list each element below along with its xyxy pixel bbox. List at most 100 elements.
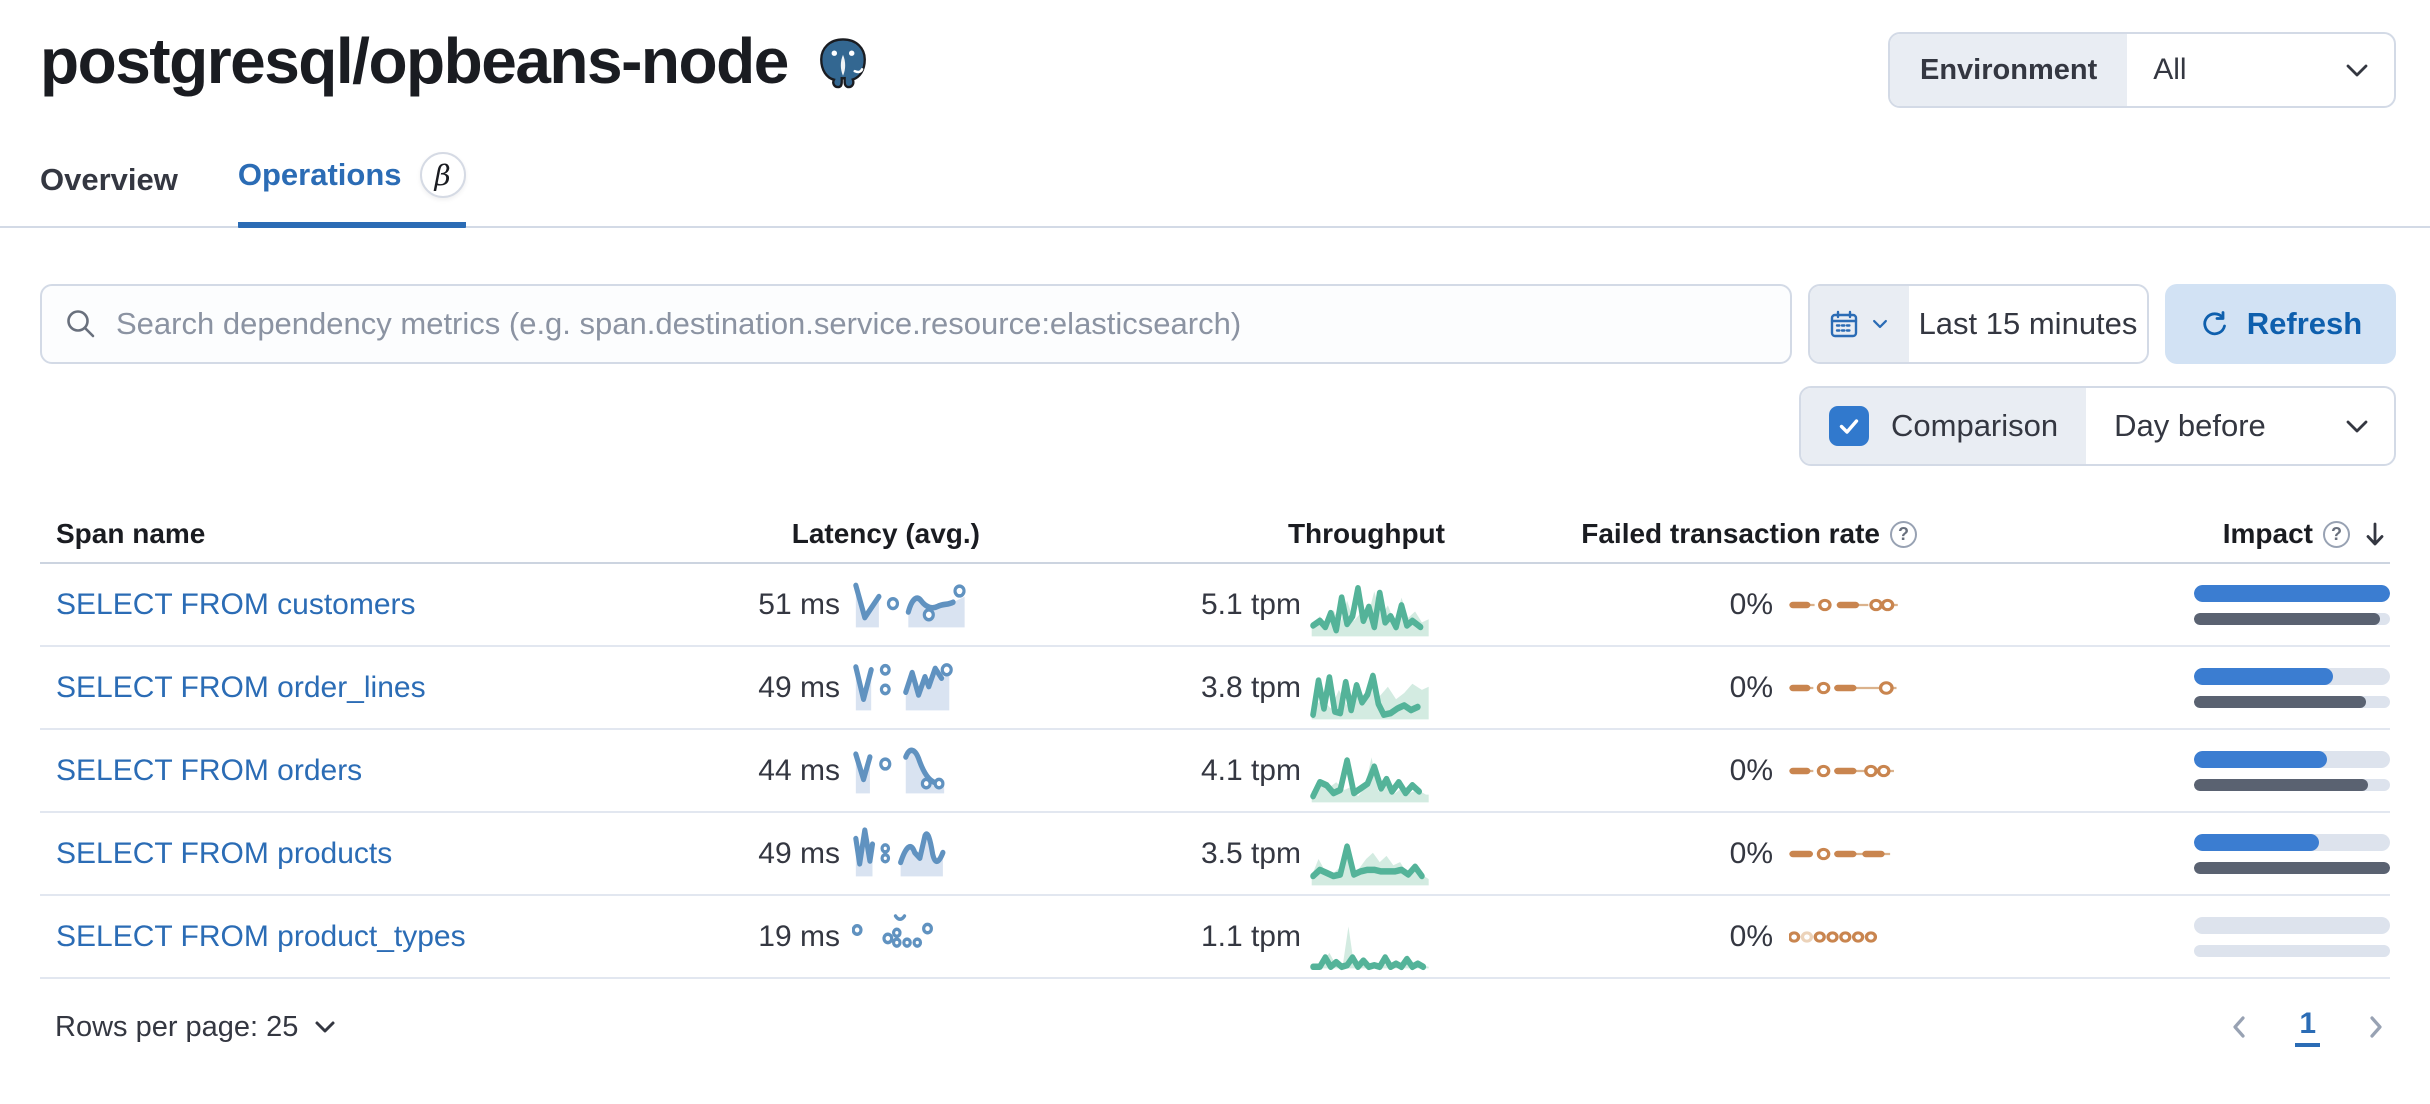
table-row: SELECT FROM order_lines 49 ms 3.8 tpm 0% — [40, 647, 2390, 730]
comparison-control: Comparison Day before — [1799, 386, 2396, 466]
impact-bars — [2194, 667, 2390, 708]
impact-previous-bar — [2194, 612, 2381, 625]
failed-rate-sparkline — [1789, 930, 1878, 943]
span-name-link[interactable]: SELECT FROM order_lines — [56, 670, 426, 704]
failed-rate-value: 0% — [1729, 670, 1773, 704]
throughput-sparkline — [1310, 756, 1429, 802]
time-range-button[interactable]: Last 15 minutes — [1918, 306, 2138, 341]
chevron-down-icon — [2346, 420, 2368, 433]
latency-sparkline — [853, 826, 946, 876]
page-header: postgresql/opbeans-node Environment All — [0, 0, 2430, 108]
page-number-1[interactable]: 1 — [2295, 1007, 2320, 1047]
tabs-bar: Overview Operations β — [0, 152, 2430, 228]
throughput-sparkline — [1310, 842, 1429, 885]
impact-bars — [2194, 750, 2390, 791]
impact-current-bar — [2194, 667, 2334, 685]
comparison-select-value: Day before — [2114, 408, 2266, 443]
pagination: 1 — [2225, 1007, 2390, 1047]
impact-current-bar — [2194, 833, 2320, 851]
failed-rate-value: 0% — [1729, 836, 1773, 870]
failed-rate-sparkline — [1789, 847, 1891, 860]
latency-sparkline — [853, 582, 966, 627]
previous-page-icon[interactable] — [2225, 1012, 2255, 1042]
column-header-latency[interactable]: Latency (avg.) — [791, 518, 980, 549]
impact-bars — [2194, 584, 2390, 625]
impact-current-bar — [2194, 584, 2390, 602]
refresh-icon — [2203, 311, 2226, 336]
throughput-value: 4.1 tpm — [1200, 753, 1301, 787]
comparison-checkbox[interactable] — [1829, 406, 1869, 446]
environment-select[interactable]: Environment All — [1888, 32, 2396, 108]
calendar-icon — [1830, 310, 1858, 338]
checkmark-icon — [1839, 419, 1859, 434]
column-header-impact[interactable]: Impact — [1925, 518, 2390, 550]
postgresql-logo-icon — [819, 38, 866, 89]
toolbar: Last 15 minutes Refresh — [0, 284, 2430, 364]
column-header-throughput[interactable]: Throughput — [1287, 518, 1445, 549]
rows-per-page-label: Rows per page: 25 — [55, 1010, 299, 1043]
environment-select-value: All — [2153, 53, 2187, 86]
chevron-down-icon — [2346, 64, 2368, 77]
table-header-row: Span name Latency (avg.) Throughput Fail… — [40, 506, 2390, 564]
next-page-icon[interactable] — [2360, 1012, 2390, 1042]
column-header-span-name: Span name — [56, 518, 206, 549]
chevron-down-icon — [315, 1021, 335, 1033]
date-quick-select-button[interactable] — [1810, 286, 1909, 362]
tab-operations[interactable]: Operations β — [237, 152, 466, 228]
table-footer: Rows per page: 25 1 — [0, 1007, 2430, 1047]
throughput-sparkline — [1310, 926, 1429, 970]
help-icon[interactable] — [1890, 520, 1917, 548]
throughput-sparkline — [1310, 672, 1429, 719]
comparison-label: Comparison — [1891, 408, 2059, 443]
latency-value: 49 ms — [758, 836, 840, 870]
latency-value: 44 ms — [758, 753, 840, 787]
comparison-select[interactable]: Day before — [2086, 388, 2394, 464]
operations-table: Span name Latency (avg.) Throughput Fail… — [40, 506, 2390, 979]
refresh-label: Refresh — [2246, 306, 2363, 341]
span-name-link[interactable]: SELECT FROM product_types — [56, 919, 466, 953]
span-name-link[interactable]: SELECT FROM customers — [56, 587, 416, 621]
search-input[interactable] — [116, 306, 1768, 342]
column-header-failed-rate[interactable]: Failed transaction rate — [1445, 518, 1925, 550]
span-name-link[interactable]: SELECT FROM products — [56, 836, 393, 870]
comparison-row: Comparison Day before — [0, 386, 2430, 466]
search-icon — [67, 310, 95, 338]
failed-rate-sparkline — [1789, 764, 1894, 777]
impact-previous-bar — [2194, 861, 2390, 874]
latency-sparkline — [852, 913, 933, 948]
throughput-value: 3.8 tpm — [1200, 670, 1301, 704]
throughput-sparkline — [1310, 584, 1429, 636]
table-row: SELECT FROM product_types 19 ms 1.1 tpm … — [40, 896, 2390, 979]
search-box — [40, 284, 1792, 364]
tab-operations-label: Operations — [237, 157, 402, 192]
help-icon[interactable] — [2323, 520, 2350, 548]
sort-descending-icon — [2366, 522, 2384, 546]
table-row: SELECT FROM products 49 ms 3.5 tpm 0% — [40, 813, 2390, 896]
impact-previous-bar — [2194, 695, 2367, 708]
failed-rate-value: 0% — [1729, 919, 1773, 953]
table-row: SELECT FROM customers 51 ms 5.1 tpm 0% — [40, 564, 2390, 647]
failed-rate-sparkline — [1789, 598, 1898, 611]
span-name-link[interactable]: SELECT FROM orders — [56, 753, 363, 787]
chevron-down-icon — [1873, 319, 1887, 329]
impact-bars — [2194, 916, 2390, 957]
refresh-button[interactable]: Refresh — [2165, 284, 2396, 364]
impact-bars — [2194, 833, 2390, 874]
latency-value: 49 ms — [758, 670, 840, 704]
impact-previous-bar — [2194, 778, 2369, 791]
page-title: postgresql/opbeans-node — [40, 25, 789, 97]
latency-sparkline — [853, 662, 953, 710]
impact-current-bar — [2194, 750, 2328, 768]
throughput-value: 1.1 tpm — [1200, 919, 1301, 953]
date-picker: Last 15 minutes — [1808, 284, 2149, 364]
throughput-value: 5.1 tpm — [1200, 587, 1301, 621]
failed-rate-sparkline — [1789, 680, 1897, 695]
tab-overview[interactable]: Overview — [40, 162, 178, 197]
latency-value: 19 ms — [758, 919, 840, 953]
column-header-failed-rate-label: Failed transaction rate — [1581, 518, 1880, 549]
beta-badge: β — [419, 152, 466, 198]
rows-per-page-button[interactable]: Rows per page: 25 — [55, 1011, 338, 1044]
column-header-impact-label: Impact — [2222, 518, 2313, 549]
failed-rate-value: 0% — [1729, 587, 1773, 621]
